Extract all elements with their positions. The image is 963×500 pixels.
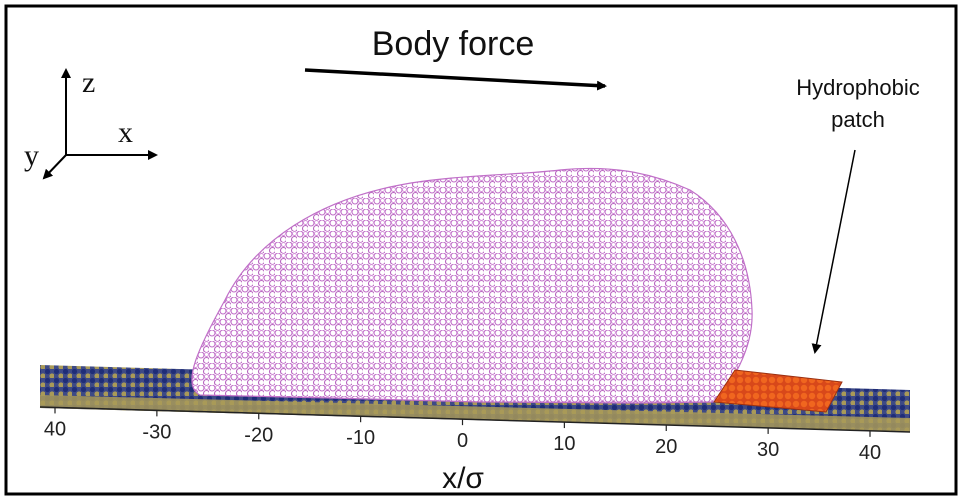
z-label: z (82, 66, 95, 99)
patch-label-line1: Hydrophobic (796, 75, 920, 100)
x-tick-label: -10 (346, 427, 375, 449)
x-tick-label: -30 (142, 421, 171, 443)
x-tick-label: 10 (553, 433, 575, 455)
x-axis-label: x/σ (442, 462, 484, 495)
patch-pointer-arrow (811, 149, 856, 354)
y-label: y (24, 139, 39, 172)
x-tick-label: 40 (44, 418, 66, 440)
body-force-arrow (304, 68, 607, 91)
hydrophobic-patch (713, 369, 843, 413)
x-tick-label: 40 (859, 442, 881, 464)
x-tick-label: 20 (655, 436, 677, 458)
x-tick-label: -20 (244, 424, 273, 446)
droplet (191, 167, 753, 404)
x-axis-line (39, 406, 911, 433)
x-label: x (118, 116, 133, 149)
y-axis-arrow (42, 154, 67, 180)
x-axis-ticks: 40 -30 -20 -10 0 10 20 30 40 (44, 407, 881, 464)
substrate-front (40, 395, 910, 432)
patch-label-line2: patch (831, 107, 885, 132)
body-force-title: Body force (372, 25, 535, 63)
x-tick-label: 30 (757, 439, 779, 461)
x-tick-label: 0 (457, 430, 468, 452)
axes-triad: z x y (24, 66, 158, 180)
